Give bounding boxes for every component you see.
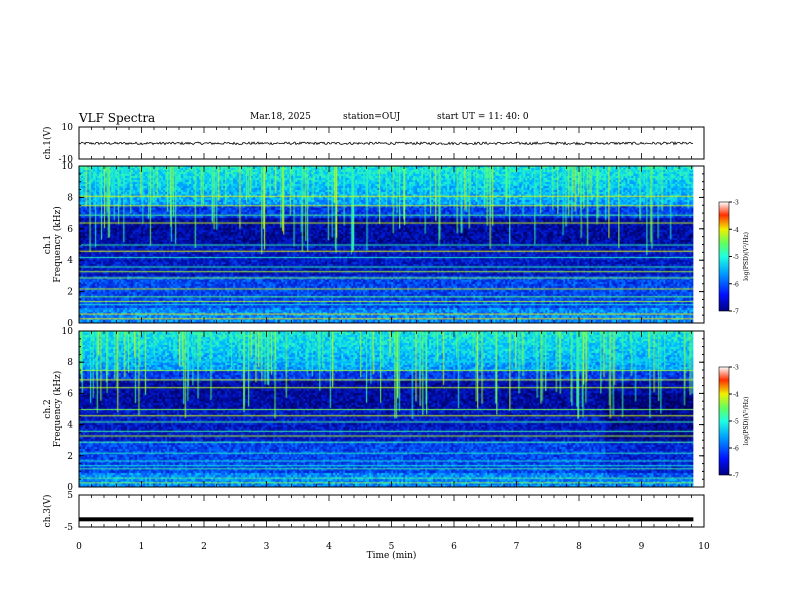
y-tick-label-ch1: 10 <box>62 162 74 172</box>
colorbar-tick-label-ch2: -6 <box>733 446 739 453</box>
y-tick-label-ch1: -10 <box>59 155 74 165</box>
y-tick-label-ch2: 8 <box>67 358 73 368</box>
x-tick-label: 0 <box>76 542 82 552</box>
x-tick-label: 2 <box>201 542 207 552</box>
x-axis-label: Time (min) <box>367 550 417 561</box>
y-tick-label-ch3: 5 <box>67 491 73 501</box>
x-tick-label: 1 <box>139 542 145 552</box>
x-tick-label: 10 <box>698 542 710 552</box>
station-label: station=OUJ <box>343 112 401 122</box>
colorbar-ch1 <box>718 201 730 312</box>
x-tick-label: 6 <box>451 542 457 552</box>
y-axis-channel-label-ch1: ch.1 <box>43 235 53 254</box>
x-tick-label: 3 <box>264 542 270 552</box>
colorbar-tick-label-ch1: -6 <box>733 281 739 288</box>
y-tick-label-ch2: 10 <box>62 327 74 337</box>
colorbar-ch2 <box>718 366 730 476</box>
spectrogram-image-ch2 <box>79 331 694 487</box>
spectrogram-raster-ch2 <box>79 331 694 487</box>
colorbar-tick-label-ch2: -7 <box>733 473 739 480</box>
chart-title: VLF Spectra <box>79 111 156 125</box>
colorbar-tick-label-ch1: -4 <box>733 227 739 234</box>
colorbar-label-ch1: log(PSD)(V²/Hz) <box>743 232 750 281</box>
waveform-trace-ch3 <box>79 517 694 522</box>
spectrogram-raster-ch1 <box>79 166 694 323</box>
y-tick-label-ch1: 8 <box>67 193 73 203</box>
y-tick-label-ch2: 6 <box>67 389 73 399</box>
colorbar-tick-label-ch1: -3 <box>733 200 739 207</box>
y-tick-label-ch1: 10 <box>62 123 74 133</box>
y-tick-label-ch1: 6 <box>67 225 73 235</box>
y-tick-label-ch1: 0 <box>67 319 73 329</box>
y-tick-label-ch2: 4 <box>67 421 73 431</box>
x-tick-label: 8 <box>576 542 582 552</box>
colorbar-tick-label-ch1: -7 <box>733 309 739 316</box>
waveform-trace-ch1 <box>78 141 694 146</box>
colorbar-tick-label-ch1: -5 <box>733 254 739 261</box>
y-axis-label-ch2: Frequency (kHz) <box>52 371 63 448</box>
y-tick-label-ch3: -5 <box>64 523 73 533</box>
y-tick-label-ch2: 0 <box>67 483 73 493</box>
colorbar-tick-label-ch2: -3 <box>733 365 739 372</box>
y-axis-channel-label-ch2: ch.2 <box>43 399 53 418</box>
date-label: Mar.18, 2025 <box>250 112 311 122</box>
y-axis-label-ch1: Frequency (kHz) <box>52 206 63 283</box>
y-tick-label-ch2: 2 <box>67 452 73 462</box>
y-tick-label-ch1: 2 <box>67 288 73 298</box>
y-tick-label-ch1: 4 <box>67 256 73 266</box>
colorbar-tick-label-ch2: -5 <box>733 419 739 426</box>
start-time-label: start UT = 11: 40: 0 <box>437 112 529 122</box>
spectrogram-image-ch1 <box>79 166 694 323</box>
x-tick-label: 7 <box>514 542 520 552</box>
y-axis-label-ch3: ch.3(V) <box>42 495 53 528</box>
colorbar-tick-label-ch2: -4 <box>733 392 739 399</box>
x-tick-label: 9 <box>639 542 645 552</box>
x-tick-label: 5 <box>389 542 395 552</box>
colorbar-label-ch2: log(PSD)(V²/Hz) <box>743 397 750 446</box>
y-axis-label-ch1: ch.1(V) <box>42 127 53 160</box>
x-tick-label: 4 <box>326 542 332 552</box>
